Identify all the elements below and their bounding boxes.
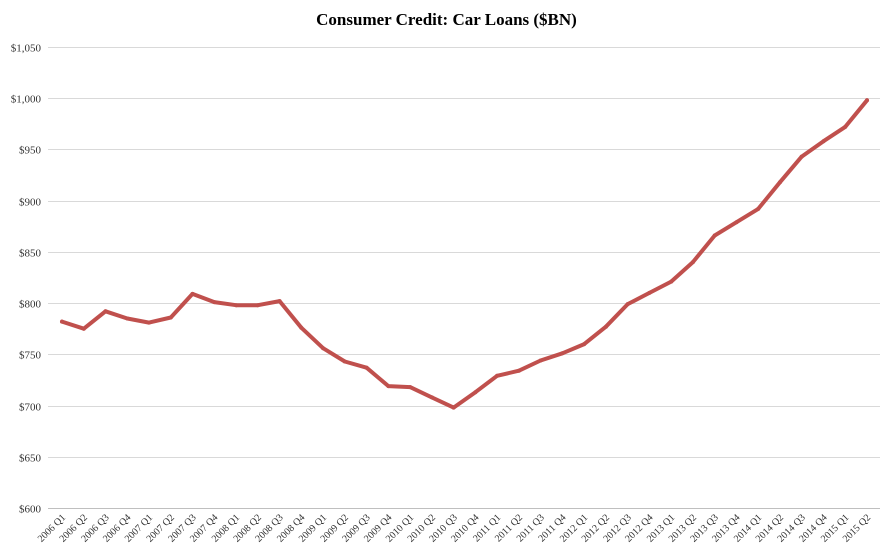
data-point xyxy=(429,395,434,400)
data-point xyxy=(690,260,695,265)
data-point xyxy=(799,154,804,159)
y-tick-label: $700 xyxy=(19,402,42,414)
data-point xyxy=(190,291,195,296)
data-point xyxy=(473,390,478,395)
data-point xyxy=(364,365,369,370)
data-point xyxy=(212,300,217,305)
y-tick-label: $1,000 xyxy=(11,94,42,106)
data-point xyxy=(603,324,608,329)
y-tick-label: $900 xyxy=(19,197,42,209)
y-tick-label: $850 xyxy=(19,248,42,260)
data-point xyxy=(60,319,64,324)
data-point xyxy=(147,320,151,325)
data-point xyxy=(560,351,565,356)
data-point xyxy=(81,326,86,331)
data-point xyxy=(582,342,587,347)
data-point xyxy=(647,290,652,295)
series-lines xyxy=(60,98,869,410)
data-point xyxy=(821,139,826,144)
data-point xyxy=(516,368,521,373)
grid-lines xyxy=(48,47,880,509)
data-point xyxy=(625,302,630,307)
data-point xyxy=(865,98,869,103)
data-point xyxy=(103,309,108,314)
data-point xyxy=(712,233,717,238)
data-point xyxy=(756,206,761,211)
y-tick-label: $650 xyxy=(19,453,42,465)
data-point xyxy=(321,346,326,351)
data-point xyxy=(342,359,347,364)
data-point xyxy=(734,220,739,225)
data-point xyxy=(669,279,674,284)
y-tick-label: $1,050 xyxy=(11,43,42,55)
data-point xyxy=(386,384,391,389)
y-tick-label: $750 xyxy=(19,350,42,362)
data-point xyxy=(778,180,782,185)
data-point xyxy=(538,358,543,363)
data-point xyxy=(255,303,260,308)
y-axis-ticks: $600 $650 $700 $750 $800 $850 $900 $950 $1,000 $1… xyxy=(11,43,42,516)
series-line xyxy=(60,98,869,410)
y-tick-label: $800 xyxy=(19,299,42,311)
data-point xyxy=(168,315,173,320)
data-point xyxy=(234,303,239,308)
chart-title: Consumer Credit: Car Loans ($BN) xyxy=(316,10,577,29)
data-point xyxy=(299,325,304,330)
data-point xyxy=(495,373,500,378)
data-point xyxy=(451,405,456,410)
y-tick-label: $950 xyxy=(19,145,42,157)
y-tick-label: $600 xyxy=(19,504,42,516)
data-point xyxy=(277,299,282,304)
data-point xyxy=(408,385,413,390)
data-point xyxy=(843,124,848,129)
data-point xyxy=(125,316,130,321)
